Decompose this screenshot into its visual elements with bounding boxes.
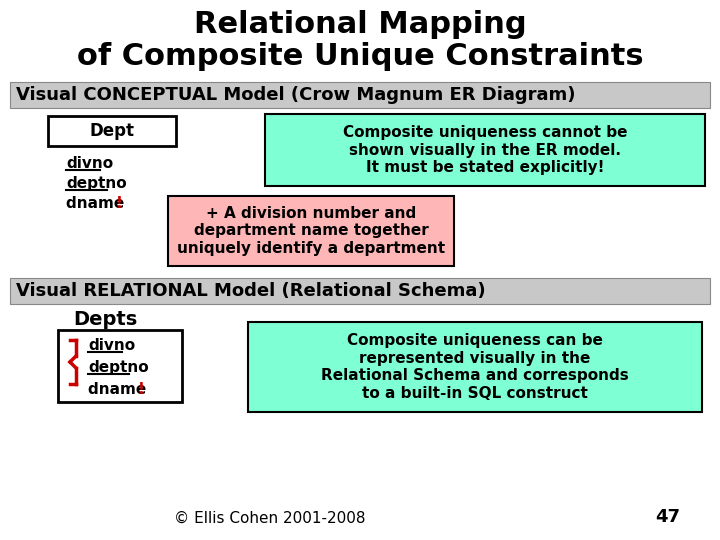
Text: 47: 47 (655, 508, 680, 526)
Text: Composite uniqueness cannot be
shown visually in the ER model.
It must be stated: Composite uniqueness cannot be shown vis… (343, 125, 627, 175)
Text: Dept: Dept (89, 122, 135, 140)
Text: Depts: Depts (73, 310, 137, 329)
Text: !: ! (116, 196, 123, 211)
Text: !: ! (138, 382, 145, 397)
Text: Composite uniqueness can be
represented visually in the
Relational Schema and co: Composite uniqueness can be represented … (321, 333, 629, 401)
Text: © Ellis Cohen 2001-2008: © Ellis Cohen 2001-2008 (174, 511, 366, 526)
FancyBboxPatch shape (58, 330, 182, 402)
FancyBboxPatch shape (10, 82, 710, 108)
FancyBboxPatch shape (248, 322, 702, 412)
Text: Relational Mapping: Relational Mapping (194, 10, 526, 39)
Text: dname: dname (66, 196, 130, 211)
FancyBboxPatch shape (265, 114, 705, 186)
FancyBboxPatch shape (168, 196, 454, 266)
Text: divno: divno (66, 156, 113, 171)
Text: Visual CONCEPTUAL Model (Crow Magnum ER Diagram): Visual CONCEPTUAL Model (Crow Magnum ER … (16, 86, 575, 104)
Text: dname: dname (88, 382, 151, 397)
Text: deptno: deptno (66, 176, 127, 191)
Text: Visual RELATIONAL Model (Relational Schema): Visual RELATIONAL Model (Relational Sche… (16, 282, 485, 300)
FancyBboxPatch shape (48, 116, 176, 146)
Text: of Composite Unique Constraints: of Composite Unique Constraints (77, 42, 643, 71)
Text: + A division number and
department name together
uniquely identify a department: + A division number and department name … (177, 206, 445, 256)
Text: deptno: deptno (88, 360, 148, 375)
Text: divno: divno (88, 338, 135, 353)
FancyBboxPatch shape (10, 278, 710, 304)
